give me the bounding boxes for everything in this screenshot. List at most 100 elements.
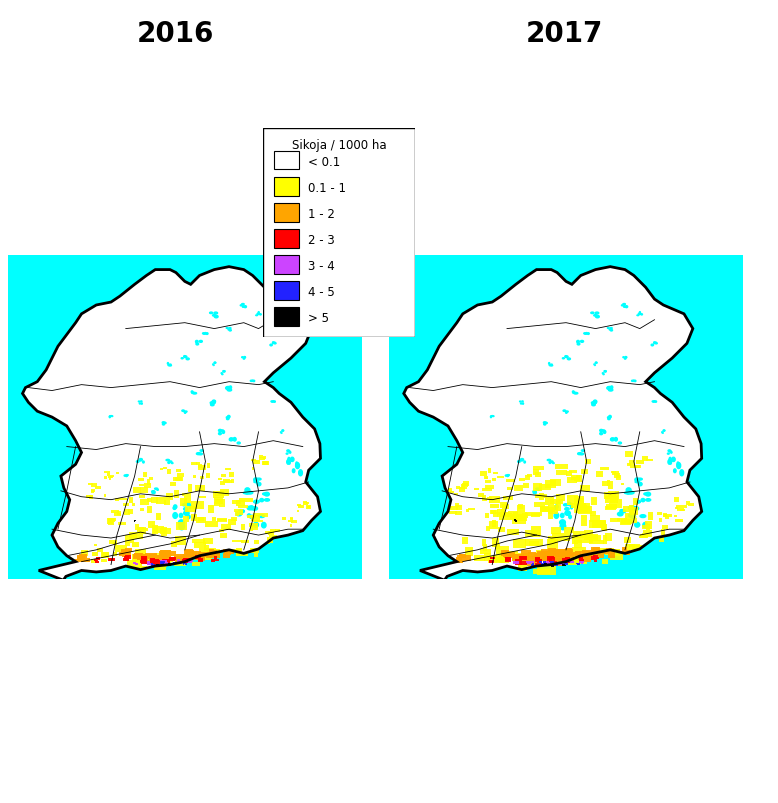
Ellipse shape — [287, 460, 289, 465]
Bar — [219, 529, 223, 532]
Bar — [550, 479, 560, 487]
Bar — [520, 561, 527, 565]
Ellipse shape — [623, 304, 626, 305]
Bar — [151, 497, 159, 503]
Bar — [499, 514, 512, 520]
Bar — [171, 541, 177, 548]
Bar — [149, 555, 159, 559]
Ellipse shape — [634, 381, 636, 382]
Bar — [605, 496, 618, 503]
Bar — [573, 540, 582, 548]
Ellipse shape — [165, 423, 166, 424]
Ellipse shape — [565, 357, 568, 358]
Bar — [214, 502, 220, 506]
Bar — [211, 559, 215, 562]
Ellipse shape — [655, 402, 657, 403]
Bar — [541, 549, 555, 556]
Bar — [132, 542, 138, 547]
Bar — [306, 506, 311, 509]
Bar — [261, 513, 268, 517]
Bar — [232, 540, 243, 542]
Bar — [251, 516, 260, 521]
Bar — [459, 555, 466, 558]
Bar — [176, 523, 187, 530]
Bar — [532, 564, 534, 566]
Bar — [101, 552, 109, 558]
Bar — [198, 552, 208, 557]
Ellipse shape — [552, 463, 554, 464]
Bar — [554, 564, 558, 566]
Bar — [525, 512, 542, 517]
Bar — [113, 518, 116, 521]
Bar — [254, 540, 259, 544]
Bar — [168, 560, 173, 563]
Bar — [624, 538, 632, 543]
Bar — [180, 556, 187, 565]
Ellipse shape — [186, 358, 189, 361]
Bar — [590, 536, 601, 541]
Ellipse shape — [233, 438, 237, 442]
Ellipse shape — [247, 514, 251, 517]
Bar — [674, 516, 677, 517]
Ellipse shape — [563, 410, 566, 412]
Bar — [454, 493, 458, 495]
Bar — [137, 528, 144, 534]
Bar — [492, 479, 496, 481]
Bar — [462, 537, 468, 544]
Bar — [91, 560, 97, 564]
Ellipse shape — [181, 358, 183, 360]
Bar — [184, 506, 196, 512]
Bar — [303, 503, 308, 505]
Bar — [110, 475, 114, 478]
Bar — [566, 472, 572, 476]
Bar — [525, 475, 530, 480]
Bar — [578, 535, 593, 543]
Ellipse shape — [544, 424, 546, 426]
Bar — [599, 548, 606, 553]
Bar — [156, 565, 159, 566]
Ellipse shape — [260, 499, 264, 502]
Bar — [113, 542, 117, 545]
Bar — [485, 486, 494, 490]
Bar — [132, 534, 143, 540]
Bar — [505, 558, 510, 561]
Bar — [274, 204, 300, 222]
Ellipse shape — [242, 306, 244, 308]
Ellipse shape — [594, 401, 597, 403]
Bar — [212, 551, 219, 556]
Bar — [206, 473, 209, 478]
Ellipse shape — [680, 471, 684, 476]
Bar — [630, 507, 638, 515]
Bar — [591, 498, 597, 506]
Bar — [548, 557, 555, 562]
Ellipse shape — [595, 363, 597, 364]
Ellipse shape — [247, 507, 253, 510]
Bar — [103, 495, 106, 497]
Bar — [216, 492, 222, 496]
Ellipse shape — [288, 451, 290, 452]
Bar — [159, 468, 163, 471]
Ellipse shape — [671, 458, 675, 462]
Bar — [163, 560, 166, 563]
Bar — [514, 560, 522, 565]
Text: < 0.1: < 0.1 — [308, 156, 341, 169]
Ellipse shape — [163, 422, 166, 423]
Bar — [135, 553, 142, 558]
Ellipse shape — [257, 479, 261, 480]
Bar — [217, 520, 227, 522]
Bar — [633, 498, 638, 506]
Bar — [605, 548, 612, 552]
Ellipse shape — [223, 431, 225, 434]
Ellipse shape — [577, 341, 579, 344]
Bar — [182, 559, 188, 563]
Bar — [608, 552, 615, 558]
Bar — [582, 550, 591, 555]
Bar — [529, 542, 539, 547]
Ellipse shape — [198, 453, 200, 454]
Bar — [588, 520, 605, 528]
Bar — [487, 497, 492, 500]
Bar — [491, 511, 498, 514]
Bar — [564, 563, 566, 565]
Bar — [263, 462, 268, 466]
Bar — [573, 552, 580, 556]
